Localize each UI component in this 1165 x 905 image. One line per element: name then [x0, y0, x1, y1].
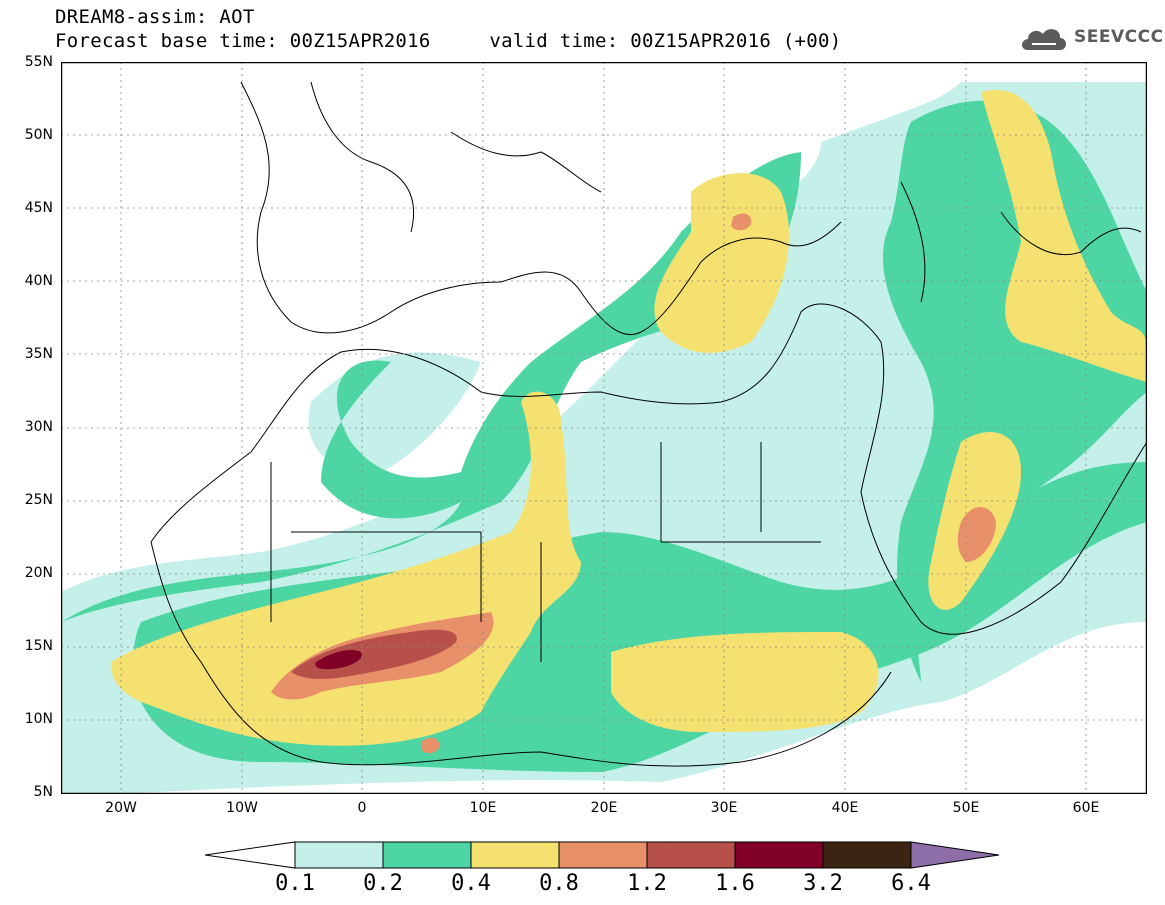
seevccc-logo: SEEVCCC [1018, 22, 1163, 56]
lat-label-5n: 5N [33, 784, 53, 800]
colorbar-label-0.8: 0.8 [539, 871, 579, 896]
colorbar-label-3.2: 3.2 [803, 871, 843, 896]
lon-label-50e: 50E [952, 800, 980, 816]
lon-label-10e: 10E [469, 800, 497, 816]
lat-label-10n: 10N [24, 711, 53, 727]
colorbar-label-0.1: 0.1 [275, 871, 315, 896]
lon-label-0: 0 [357, 800, 367, 816]
aot-map [60, 61, 1148, 795]
colorbar-label-1.2: 1.2 [627, 871, 667, 896]
colorbar-swatch-5 [646, 841, 736, 869]
forecast-time-line: Forecast base time: 00Z15APR2016 valid t… [55, 30, 842, 52]
lat-label-20n: 20N [24, 565, 53, 581]
coastlines [150, 81, 1148, 767]
aot-band-1.6 [315, 650, 362, 670]
lat-label-55n: 55N [24, 54, 53, 70]
colorbar-label-1.6: 1.6 [715, 871, 755, 896]
lat-label-35n: 35N [24, 346, 53, 362]
lat-label-15n: 15N [24, 638, 53, 654]
lon-label-20w: 20W [105, 800, 137, 816]
map-title: DREAM8-assim: AOT [55, 6, 255, 28]
colorbar-above-arrow [910, 841, 1000, 869]
colorbar-swatch-2 [382, 841, 472, 869]
colorbar-swatch-4 [558, 841, 648, 869]
colorbar-below-arrow [204, 841, 296, 869]
map-border [60, 61, 1148, 795]
lat-label-40n: 40N [24, 273, 53, 289]
lon-label-30e: 30E [710, 800, 738, 816]
lat-label-25n: 25N [24, 492, 53, 508]
colorbar-label-0.2: 0.2 [363, 871, 403, 896]
aot-field-svg [60, 61, 1148, 795]
cloud-icon [1022, 29, 1066, 50]
colorbar [204, 840, 1000, 870]
lat-label-30n: 30N [24, 419, 53, 435]
lat-label-45n: 45N [24, 200, 53, 216]
colorbar-swatch-1 [294, 841, 384, 869]
colorbar-swatch-6 [734, 841, 824, 869]
lat-label-50n: 50N [24, 127, 53, 143]
colorbar-label-0.4: 0.4 [451, 871, 491, 896]
lon-label-40e: 40E [831, 800, 859, 816]
lon-label-60e: 60E [1072, 800, 1100, 816]
lon-label-20e: 20E [590, 800, 618, 816]
lon-label-10w: 10W [226, 800, 258, 816]
colorbar-swatch-7 [822, 841, 912, 869]
graticule [61, 62, 1147, 794]
colorbar-label-6.4: 6.4 [891, 871, 931, 896]
colorbar-swatch-3 [470, 841, 560, 869]
logo-text: SEEVCCC [1074, 27, 1164, 47]
